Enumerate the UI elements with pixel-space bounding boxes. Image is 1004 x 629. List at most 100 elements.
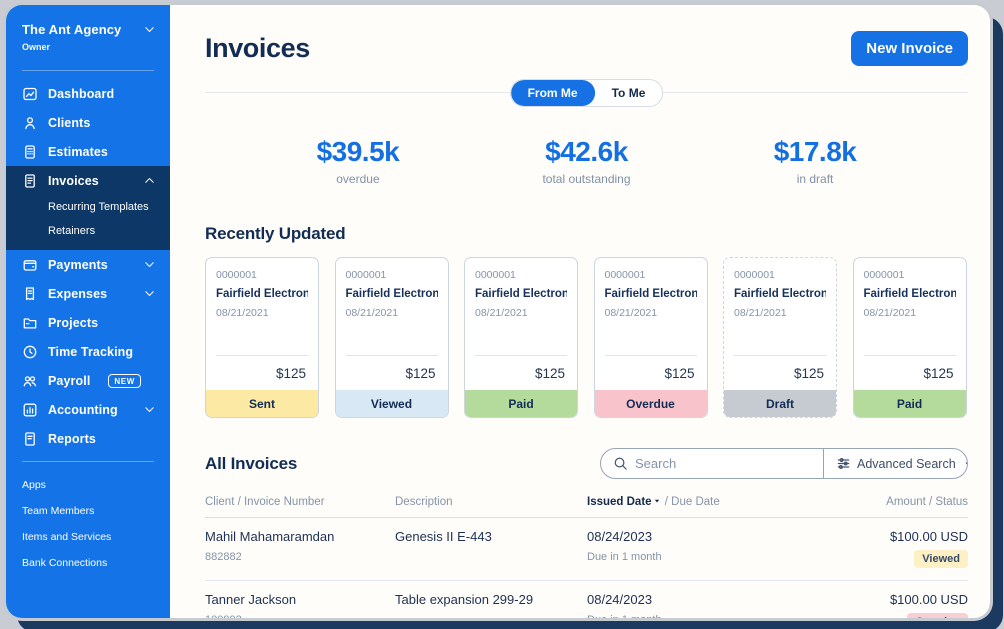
table-row[interactable]: Mahil Mahamaramdan 882882 Genesis II E-4… — [205, 518, 968, 581]
stat-value: $39.5k — [316, 136, 400, 167]
invoice-card[interactable]: 0000001 Fairfield Electroni... 08/21/202… — [334, 257, 449, 418]
stat-label: overdue — [336, 172, 380, 186]
sidebar-item-label: Accounting — [48, 402, 118, 417]
caret-down-icon — [962, 458, 967, 470]
row-due: Due in 1 month — [587, 551, 662, 563]
row-invoice-number: 100992 — [205, 614, 395, 618]
invoice-card[interactable]: 0000001 Fairfield Electroni... 08/21/202… — [723, 257, 837, 418]
row-description: Table expansion 299-29 — [395, 592, 534, 607]
sidebar-item-invoices[interactable]: Invoices — [6, 166, 170, 195]
sidebar-item-payments[interactable]: Payments — [6, 250, 170, 279]
sidebar-footer-item-team-members[interactable]: Team Members — [22, 505, 95, 517]
sidebar-item-label: Payments — [48, 257, 108, 272]
invoice-date: 08/21/2021 — [345, 307, 399, 319]
table-row[interactable]: Tanner Jackson 100992 Table expansion 29… — [205, 581, 968, 618]
chevron-down-icon — [143, 403, 156, 416]
sidebar-subitem-recurring-templates[interactable]: Recurring Templates — [48, 201, 149, 213]
invoice-date: 08/21/2021 — [863, 307, 917, 319]
invoice-icon — [22, 173, 38, 189]
invoices-table: Client / Invoice Number Description Issu… — [205, 496, 968, 618]
sidebar-item-reports[interactable]: Reports — [6, 424, 170, 453]
sidebar: The Ant Agency Owner Dashboard Clients Est… — [6, 5, 170, 618]
invoice-amount: $125 — [734, 355, 826, 390]
wallet-icon — [22, 257, 38, 273]
sort-caret-icon — [652, 496, 662, 506]
person-icon — [22, 115, 38, 131]
sidebar-group-time-tracking: Time Tracking — [6, 337, 170, 366]
sidebar-footer-item-apps[interactable]: Apps — [22, 479, 46, 491]
sidebar-item-payroll[interactable]: Payroll NEW — [6, 366, 170, 395]
invoice-number: 0000001 — [863, 269, 905, 281]
invoice-date: 08/21/2021 — [604, 307, 658, 319]
sliders-icon — [836, 456, 851, 471]
row-description: Genesis II E-443 — [395, 529, 492, 544]
invoice-status-badge: Overdue — [594, 390, 707, 417]
sidebar-group-payroll: Payroll NEW — [6, 366, 170, 395]
search-icon — [613, 456, 628, 471]
all-invoices-header: All Invoices Advanced Search — [205, 448, 968, 479]
advanced-search-button[interactable]: Advanced Search — [823, 449, 967, 478]
sidebar-item-time-tracking[interactable]: Time Tracking — [6, 337, 170, 366]
main-content: Invoices New Invoice From Me To Me $39.5… — [170, 5, 990, 618]
invoice-number: 0000001 — [475, 269, 516, 281]
sidebar-subitem-retainers[interactable]: Retainers — [48, 225, 96, 237]
direction-toggle-row: From Me To Me — [205, 79, 968, 107]
sidebar-menu: Dashboard Clients Estimates Invoices Recurri… — [6, 79, 170, 453]
chevron-down-icon — [143, 287, 156, 300]
recently-updated-section: Recently Updated 0000001 Fairfield Elect… — [205, 224, 968, 418]
sidebar-item-label: Invoices — [48, 173, 99, 188]
sidebar-item-label: Time Tracking — [48, 344, 134, 359]
invoice-date: 08/21/2021 — [475, 307, 528, 319]
sidebar-item-projects[interactable]: Projects — [6, 308, 170, 337]
row-issued-date: 08/24/2023 — [587, 592, 653, 607]
from-me-to-me-toggle: From Me To Me — [509, 79, 664, 107]
sidebar-footer: Apps Team Members Items and Services Bank C… — [6, 472, 170, 576]
sidebar-item-accounting[interactable]: Accounting — [6, 395, 170, 424]
sidebar-footer-item-bank-connections[interactable]: Bank Connections — [22, 557, 108, 569]
invoice-card[interactable]: 0000001 Fairfield Electroni... 08/21/202… — [852, 257, 967, 418]
stat-block: $39.5k overdue — [317, 136, 400, 186]
org-switcher[interactable]: The Ant Agency Owner — [6, 5, 170, 62]
invoice-card[interactable]: 0000001 Fairfield Electroni... 08/21/202… — [464, 257, 578, 418]
chevron-down-icon[interactable] — [143, 23, 156, 36]
invoice-client: Fairfield Electroni... — [475, 288, 567, 300]
invoice-client: Fairfield Electroni... — [863, 288, 956, 300]
dashboard-icon — [22, 86, 38, 102]
column-issued-due[interactable]: Issued Date / Due Date — [587, 496, 720, 508]
column-client: Client / Invoice Number — [205, 496, 325, 508]
sidebar-item-estimates[interactable]: Estimates — [6, 137, 170, 166]
sidebar-group-accounting: Accounting — [6, 395, 170, 424]
invoice-status-badge: Paid — [465, 390, 577, 417]
sidebar-item-label: Dashboard — [48, 86, 115, 101]
sidebar-item-label: Clients — [48, 115, 91, 130]
folder-icon — [22, 315, 38, 331]
sidebar-item-dashboard[interactable]: Dashboard — [6, 79, 170, 108]
stat-block: $42.6k total outstanding — [542, 136, 630, 186]
page-title: Invoices — [205, 33, 310, 63]
sidebar-footer-item-items-and-services[interactable]: Items and Services — [22, 531, 112, 543]
invoice-amount: $125 — [863, 355, 956, 390]
table-header: Client / Invoice Number Description Issu… — [205, 496, 968, 518]
sidebar-item-expenses[interactable]: Expenses — [6, 279, 170, 308]
search-input[interactable] — [635, 456, 811, 471]
invoice-status-badge: Sent — [206, 390, 318, 417]
stat-label: total outstanding — [542, 172, 631, 186]
invoice-amount: $125 — [604, 355, 697, 390]
toggle-from-me[interactable]: From Me — [510, 80, 595, 106]
new-invoice-button[interactable]: New Invoice — [851, 31, 968, 66]
invoice-card[interactable]: 0000001 Fairfield Electroni... 08/21/202… — [593, 257, 708, 418]
sidebar-item-label: Estimates — [48, 144, 108, 159]
org-name: The Ant Agency — [22, 22, 122, 37]
search-bar: Advanced Search — [600, 448, 968, 479]
invoice-amount: $125 — [345, 355, 438, 390]
advanced-search-label: Advanced Search — [857, 456, 956, 471]
sidebar-divider — [22, 461, 154, 462]
sidebar-item-label: Reports — [48, 431, 96, 446]
row-amount: $100.00 USD — [889, 592, 968, 607]
sidebar-item-clients[interactable]: Clients — [6, 108, 170, 137]
toggle-to-me[interactable]: To Me — [611, 86, 646, 100]
sidebar-group-expenses: Expenses — [6, 279, 170, 308]
invoice-amount: $125 — [216, 355, 308, 390]
invoice-number: 0000001 — [734, 269, 775, 281]
invoice-card[interactable]: 0000001 Fairfield Electroni... 08/21/202… — [205, 257, 319, 418]
